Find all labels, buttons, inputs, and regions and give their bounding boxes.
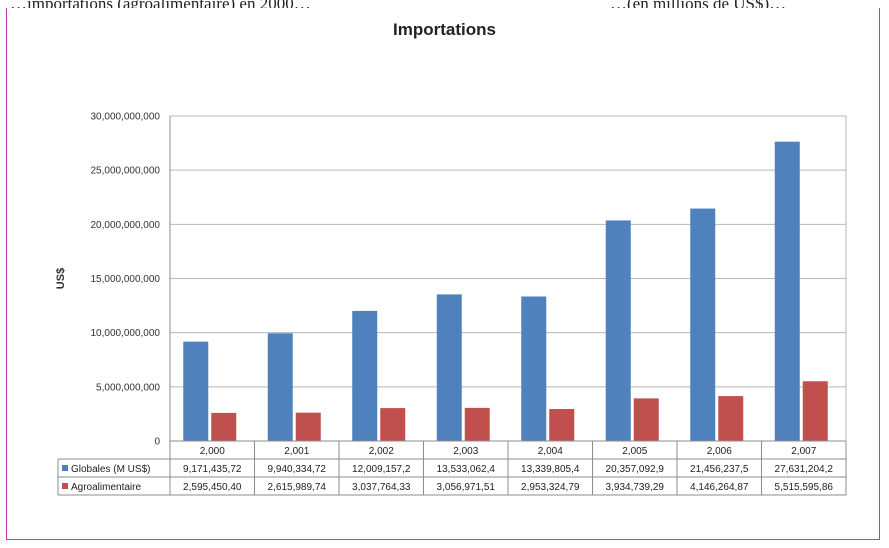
- y-tick-label: 10,000,000,000: [90, 328, 160, 339]
- legend-label: Agroalimentaire: [71, 482, 141, 493]
- bar-globales: [267, 333, 293, 441]
- bar-globales: [774, 141, 800, 441]
- data-label: 13,533,062,4: [437, 464, 496, 475]
- data-label: 3,037,764,33: [352, 482, 411, 493]
- data-label: 9,940,334,72: [268, 464, 327, 475]
- y-axis-label: US$: [55, 268, 67, 289]
- bar-agroalimentaire: [211, 412, 237, 441]
- bar-globales: [183, 341, 209, 441]
- legend-key-globales: [62, 465, 68, 471]
- y-tick-label: 25,000,000,000: [90, 166, 160, 177]
- bar-globales: [352, 310, 378, 441]
- data-label: 21,456,237,5: [690, 464, 749, 475]
- top-text-fragment-right: …(en millions de US$)…: [610, 0, 880, 8]
- bar-globales: [436, 294, 462, 441]
- data-label: 3,934,739,29: [606, 482, 665, 493]
- data-label: 20,357,092,9: [606, 464, 665, 475]
- bar-agroalimentaire: [802, 381, 828, 441]
- bar-globales: [521, 296, 547, 441]
- y-tick-label: 0: [154, 437, 160, 448]
- bar-agroalimentaire: [718, 396, 744, 441]
- y-tick-label: 5,000,000,000: [96, 382, 160, 393]
- data-label: 3,056,971,51: [437, 482, 496, 493]
- legend-key-agroalimentaire: [62, 483, 68, 489]
- data-label: 2,615,989,74: [268, 482, 327, 493]
- data-label: 5,515,595,86: [775, 482, 834, 493]
- x-tick-label: 2,007: [791, 446, 816, 457]
- x-tick-label: 2,003: [453, 446, 478, 457]
- data-label: 2,953,324,79: [521, 482, 580, 493]
- x-tick-label: 2,000: [200, 446, 225, 457]
- top-text-fragment-left: …importations (agroalimentaire) en 2000…: [10, 0, 310, 8]
- x-tick-label: 2,004: [538, 446, 563, 457]
- data-label: 27,631,204,2: [775, 464, 834, 475]
- legend-label: Globales (M US$): [71, 464, 150, 475]
- x-tick-label: 2,001: [284, 446, 309, 457]
- y-tick-label: 30,000,000,000: [90, 112, 160, 123]
- bar-agroalimentaire: [633, 398, 659, 441]
- data-label: 12,009,157,2: [352, 464, 411, 475]
- bar-agroalimentaire: [380, 408, 406, 441]
- x-tick-label: 2,005: [622, 446, 647, 457]
- data-label: 2,595,450,40: [183, 482, 242, 493]
- data-label: 13,339,805,4: [521, 464, 580, 475]
- bar-agroalimentaire: [295, 412, 321, 441]
- chart-frame: [6, 8, 880, 540]
- data-label: 4,146,264,87: [690, 482, 749, 493]
- x-tick-label: 2,002: [369, 446, 394, 457]
- data-label: 9,171,435,72: [183, 464, 242, 475]
- y-tick-label: 15,000,000,000: [90, 274, 160, 285]
- chart-title: Importations: [393, 20, 496, 39]
- bar-globales: [690, 208, 716, 441]
- bar-globales: [605, 220, 631, 441]
- bar-agroalimentaire: [549, 409, 575, 441]
- x-tick-label: 2,006: [707, 446, 732, 457]
- y-tick-label: 20,000,000,000: [90, 220, 160, 231]
- bar-agroalimentaire: [464, 407, 490, 441]
